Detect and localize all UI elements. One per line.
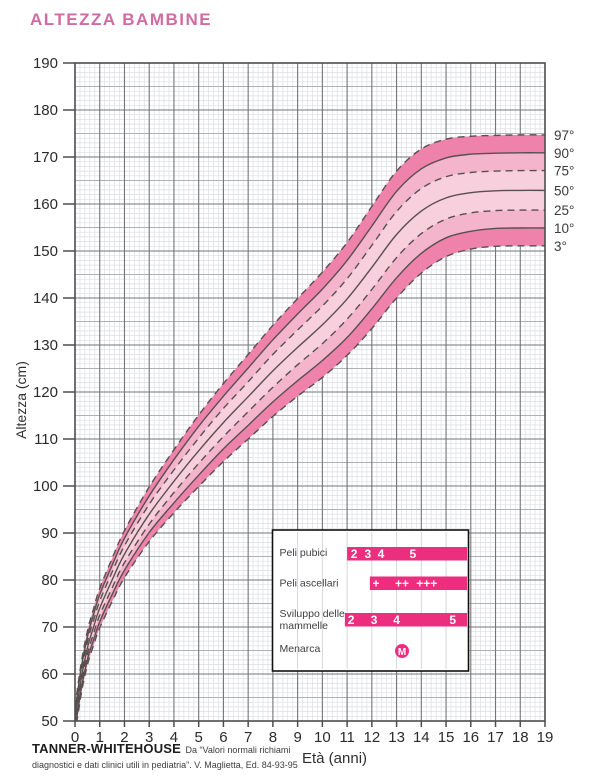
stage-bar bbox=[344, 613, 468, 627]
y-tick-label: 110 bbox=[34, 431, 58, 448]
stage-label: 3 bbox=[371, 613, 378, 627]
x-tick-label: 11 bbox=[339, 729, 355, 746]
stage-bar bbox=[347, 547, 468, 561]
curve-75° bbox=[75, 169, 545, 716]
percentile-label-97°: 97° bbox=[554, 128, 574, 143]
menarche-marker-label: M bbox=[398, 647, 406, 658]
y-tick-label: 190 bbox=[33, 55, 58, 72]
x-tick-label: 5 bbox=[195, 729, 203, 746]
y-tick-label: 170 bbox=[33, 149, 58, 166]
stage-label: 3 bbox=[365, 547, 372, 561]
x-tick-label: 6 bbox=[219, 729, 227, 746]
inset-row-label: Menarca bbox=[280, 643, 321, 655]
x-tick-label: 7 bbox=[244, 729, 252, 746]
axes: 5060708090100110120130140150160170180190… bbox=[33, 55, 553, 746]
x-tick-label: 15 bbox=[438, 729, 455, 746]
stage-label: 2 bbox=[351, 547, 358, 561]
x-tick-label: 12 bbox=[363, 729, 380, 746]
x-tick-label: 14 bbox=[413, 729, 430, 746]
x-tick-label: 17 bbox=[487, 729, 504, 746]
page-title: ALTEZZA BAMBINE bbox=[30, 10, 213, 29]
x-tick-label: 19 bbox=[537, 729, 554, 746]
percentile-label-75°: 75° bbox=[554, 164, 574, 179]
y-tick-label: 50 bbox=[41, 713, 58, 730]
stage-label: 4 bbox=[393, 613, 400, 627]
stage-bar bbox=[369, 576, 468, 590]
y-tick-label: 180 bbox=[33, 102, 58, 119]
y-tick-label: 160 bbox=[33, 196, 58, 213]
y-tick-label: 80 bbox=[41, 572, 58, 589]
x-tick-label: 9 bbox=[293, 729, 301, 746]
percentile-label-50°: 50° bbox=[554, 183, 574, 198]
stage-label: + bbox=[373, 577, 380, 591]
x-tick-label: 10 bbox=[314, 729, 331, 746]
y-tick-label: 130 bbox=[33, 337, 58, 354]
curve-90° bbox=[75, 152, 545, 712]
x-tick-label: 0 bbox=[71, 729, 79, 746]
curve-3° bbox=[76, 245, 545, 721]
x-axis-title: Età (anni) bbox=[302, 750, 368, 767]
x-tick-label: 1 bbox=[96, 729, 104, 746]
x-tick-label: 3 bbox=[145, 729, 153, 746]
stage-label: 4 bbox=[378, 547, 385, 561]
percentile-label-25°: 25° bbox=[554, 203, 574, 218]
y-tick-label: 70 bbox=[41, 619, 58, 636]
x-tick-label: 18 bbox=[512, 729, 529, 746]
percentile-label-10°: 10° bbox=[554, 221, 574, 236]
x-tick-label: 4 bbox=[170, 729, 178, 746]
source-ref-line2: diagnostici e dati clinici utili in pedi… bbox=[32, 760, 298, 770]
source-name: TANNER-WHITEHOUSE bbox=[32, 741, 182, 756]
inset-row-label: Sviluppo delle bbox=[280, 608, 346, 620]
y-axis-title: Altezza (cm) bbox=[13, 361, 29, 439]
inset-row-label: mammelle bbox=[280, 620, 329, 632]
percentile-label-3°: 3° bbox=[554, 239, 567, 254]
y-tick-label: 100 bbox=[33, 478, 58, 495]
inset-row-label: Peli pubici bbox=[280, 547, 328, 559]
stage-label: 2 bbox=[348, 613, 355, 627]
stage-label: +++ bbox=[416, 577, 437, 591]
curve-25° bbox=[75, 209, 545, 721]
source-footer: TANNER-WHITEHOUSE Da “Valori normali ric… bbox=[32, 742, 572, 772]
x-tick-label: 2 bbox=[120, 729, 128, 746]
stage-label: 5 bbox=[410, 547, 417, 561]
y-tick-label: 90 bbox=[41, 525, 58, 542]
curve-10° bbox=[75, 227, 545, 721]
y-tick-label: 60 bbox=[41, 666, 58, 683]
y-tick-label: 120 bbox=[33, 384, 58, 401]
stage-label: 5 bbox=[449, 613, 456, 627]
inset-row-label: Peli ascellari bbox=[280, 578, 339, 590]
y-tick-label: 140 bbox=[33, 290, 58, 307]
x-tick-label: 13 bbox=[388, 729, 405, 746]
percentile-label-90°: 90° bbox=[554, 146, 574, 161]
curve-50° bbox=[75, 189, 545, 721]
x-tick-label: 16 bbox=[462, 729, 479, 746]
menarche-marker bbox=[395, 644, 410, 658]
y-tick-label: 150 bbox=[33, 243, 58, 260]
stage-label: ++ bbox=[395, 577, 409, 591]
percentile-labels: 97° 90° 75° 50° 25° 10° 3° bbox=[554, 128, 574, 254]
x-tick-label: 8 bbox=[269, 729, 277, 746]
source-ref-line1: Da “Valori normali richiami bbox=[185, 745, 291, 755]
curve-97° bbox=[75, 134, 545, 707]
percentile-curves bbox=[75, 134, 545, 721]
